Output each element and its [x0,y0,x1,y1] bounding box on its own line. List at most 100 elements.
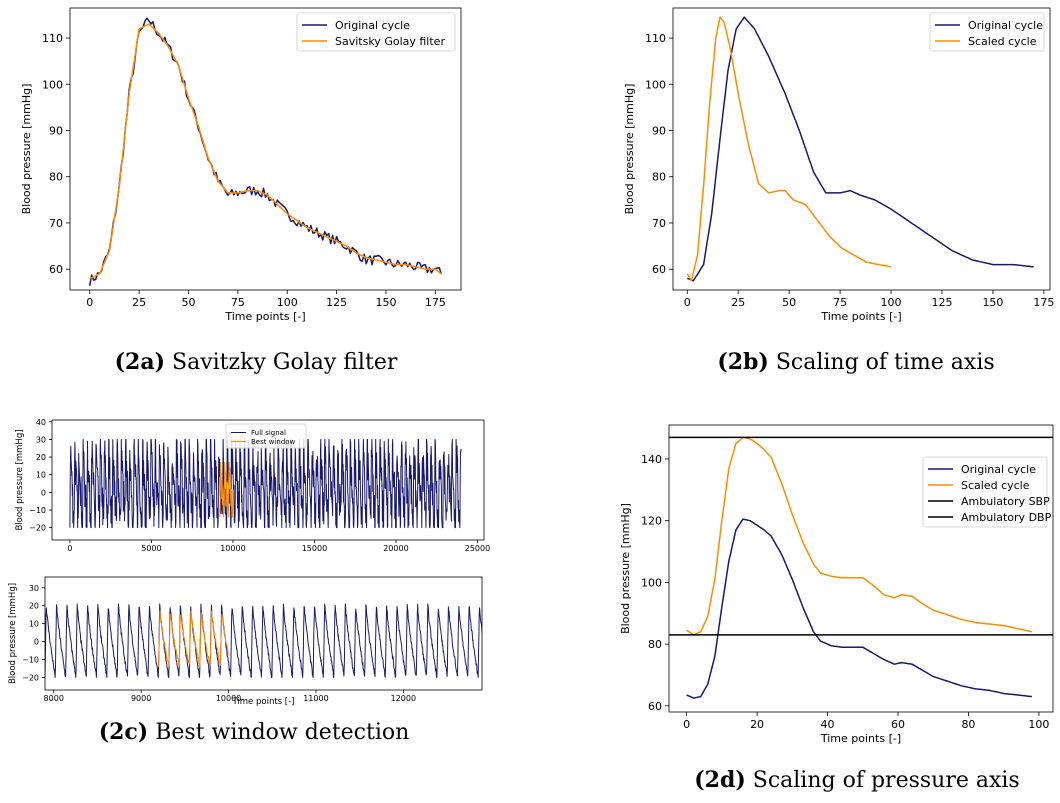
series-full-signal [69,438,462,529]
chart-c2: 8000 9000 10000 11000 12000 −20 −10 0 10 20 30 Time… [8,576,483,707]
y-axis-label: Blood pressure [mmHg] [619,503,632,634]
y-tick-label: 0 [34,638,39,647]
y-tick-label: 90 [652,125,666,138]
legend-d: Original cycle Scaled cycle Ambulatory SBP… [922,456,1052,528]
x-tick-label: 20 [750,718,764,731]
y-tick-label: 120 [641,515,662,528]
x-tick-label: 10000 [220,544,245,553]
x-axis-label: Time points [-] [231,697,294,707]
legend-box [296,12,456,52]
x-tick-label: 20000 [383,544,408,553]
x-tick-label: 25000 [465,544,490,553]
series-original-cycle [88,17,443,286]
y-tick-label: −10 [22,656,39,665]
y-tick-label: 80 [648,638,662,651]
y-tick-label: 90 [49,125,63,138]
plot-area-a [88,17,443,286]
axes-frame-c1 [51,419,485,541]
y-tick-label: 70 [49,217,63,230]
plot-area-b [686,16,1034,282]
y-tick-label: 80 [652,171,666,184]
x-tick-label: 100 [881,296,902,309]
series-savitsky-golay-filter [89,23,442,280]
y-tick-label: 80 [49,171,63,184]
series-best-window [158,610,229,668]
legend-label: Ambulatory DBP [961,511,1052,524]
plot-area-c1 [69,438,462,529]
x-tick-label: 25 [731,296,745,309]
x-tick-label: 0 [86,296,93,309]
legend-label: Scaled cycle [968,35,1037,48]
y-axis-label: Blood pressure [mmHg] [15,429,25,530]
legend-label: Best window [251,438,296,446]
series-original-cycle [687,16,1034,282]
y-axis-label: Blood pressure [mmHg] [8,583,18,684]
y-tick-label: 100 [42,78,63,91]
axes-frame-a [69,7,462,291]
x-axis-label: Time points [-] [820,310,901,323]
y-tick-label: −20 [22,673,39,682]
plot-area-c2 [45,603,482,678]
x-tick-label: 125 [931,296,952,309]
legend-label: Savitsky Golay filter [335,35,445,48]
x-tick-label: 60 [891,718,905,731]
y-tick-label: −20 [29,524,46,533]
legend-label: Original cycle [968,19,1043,32]
series-full-signal [45,603,482,678]
series-best-window [219,461,234,518]
y-tick-label: 10 [36,471,46,480]
series-scaled-cycle [686,16,892,282]
axes-frame-c2 [44,576,483,691]
x-tick-label: 150 [375,296,396,309]
x-tick-label: 0 [684,296,691,309]
x-tick-label: 175 [425,296,446,309]
x-tick-label: 175 [1033,296,1054,309]
x-tick-label: 100 [1028,718,1049,731]
y-tick-label: 100 [641,576,662,589]
x-tick-label: 12000 [391,694,416,703]
x-tick-label: 50 [782,296,796,309]
y-tick-label: 60 [652,263,666,276]
y-tick-label: 60 [49,263,63,276]
x-tick-label: 25 [132,296,146,309]
series-original-cycle [686,518,1032,699]
y-tick-label: 140 [641,453,662,466]
x-tick-label: 11000 [303,694,328,703]
x-tick-label: 15000 [302,544,327,553]
y-tick-label: 60 [648,700,662,713]
axes-frame-d [668,424,1054,713]
y-axis-label: Blood pressure [mmHg] [20,84,33,215]
y-tick-label: 20 [36,453,46,462]
y-tick-label: 110 [645,32,666,45]
y-tick-label: 40 [36,418,46,427]
x-tick-label: 5000 [141,544,161,553]
plot-area-d [669,436,1053,699]
y-axis-label: Blood pressure [mmHg] [623,84,636,215]
x-tick-label: 0 [683,718,690,731]
x-axis-label: Time points [-] [224,310,305,323]
x-axis-label: Time points [-] [820,732,901,745]
x-tick-label: 125 [326,296,347,309]
x-tick-label: 150 [982,296,1003,309]
x-tick-label: 0 [67,544,72,553]
y-tick-label: 0 [41,488,46,497]
legend-label: Scaled cycle [961,479,1030,492]
y-tick-label: −10 [29,506,46,515]
chart-d: 0 20 40 60 80 100 60 80 100 120 140 Time points [-]… [619,424,1054,745]
x-tick-label: 75 [833,296,847,309]
chart-b: 0 25 50 75 100 125 150 175 60 70 80 90 100 110 Time po… [623,7,1054,323]
y-tick-label: 110 [42,32,63,45]
x-tick-label: 10000 [216,694,241,703]
x-tick-label: 9000 [131,694,151,703]
y-tick-label: 100 [645,78,666,91]
y-tick-label: 10 [29,620,39,629]
axes-frame-b [672,7,1051,291]
x-tick-label: 50 [181,296,195,309]
y-tick-label: 70 [652,217,666,230]
x-tick-label: 100 [277,296,298,309]
legend-a: Original cycle Savitsky Golay filter [296,12,456,52]
x-tick-label: 8000 [44,694,64,703]
y-tick-label: 30 [36,435,46,444]
